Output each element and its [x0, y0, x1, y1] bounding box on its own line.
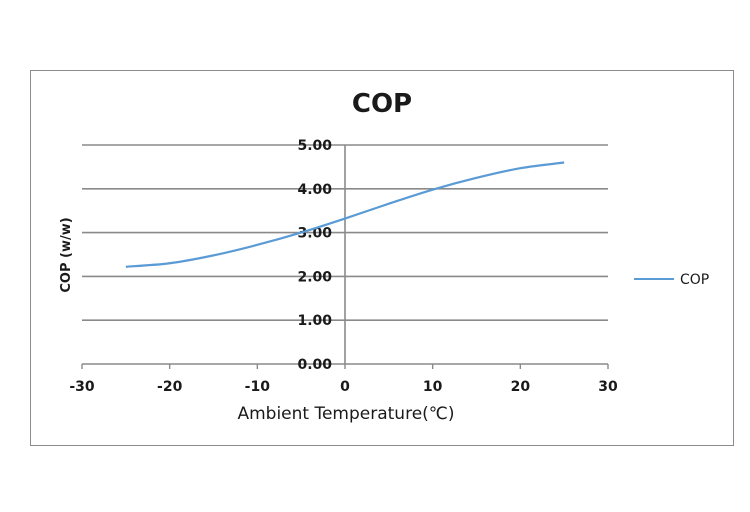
x-tick-label-3: 0	[340, 379, 350, 395]
x-tick-label-2: -10	[245, 379, 271, 395]
y-tick-labels: 0.00 1.00 2.00 3.00 4.00 5.00	[297, 138, 332, 373]
x-axis-label: Ambient Temperature(℃)	[237, 404, 454, 424]
legend-label-cop: COP	[680, 272, 709, 288]
y-tick-label-3: 3.00	[297, 226, 332, 242]
legend: COP	[634, 272, 709, 288]
x-tick-label-4: 10	[423, 379, 443, 395]
y-tick-label-5: 5.00	[297, 138, 332, 154]
x-tick-label-6: 30	[598, 379, 618, 395]
y-tick-label-2: 2.00	[297, 269, 332, 285]
y-tick-label-1: 1.00	[297, 313, 332, 329]
axes	[81, 145, 609, 369]
x-tick-label-5: 20	[511, 379, 531, 395]
chart-frame	[30, 70, 734, 446]
x-tick-labels: -30 -20 -10 0 10 20 30	[69, 379, 618, 395]
x-tick-label-1: -20	[157, 379, 183, 395]
series-layer	[125, 161, 565, 268]
y-tick-label-4: 4.00	[297, 182, 332, 198]
y-axis-label: COP (w/w)	[59, 217, 74, 292]
chart-title: COP	[352, 89, 412, 119]
y-tick-label-0: 0.00	[297, 357, 332, 373]
x-tick-label-0: -30	[69, 379, 95, 395]
